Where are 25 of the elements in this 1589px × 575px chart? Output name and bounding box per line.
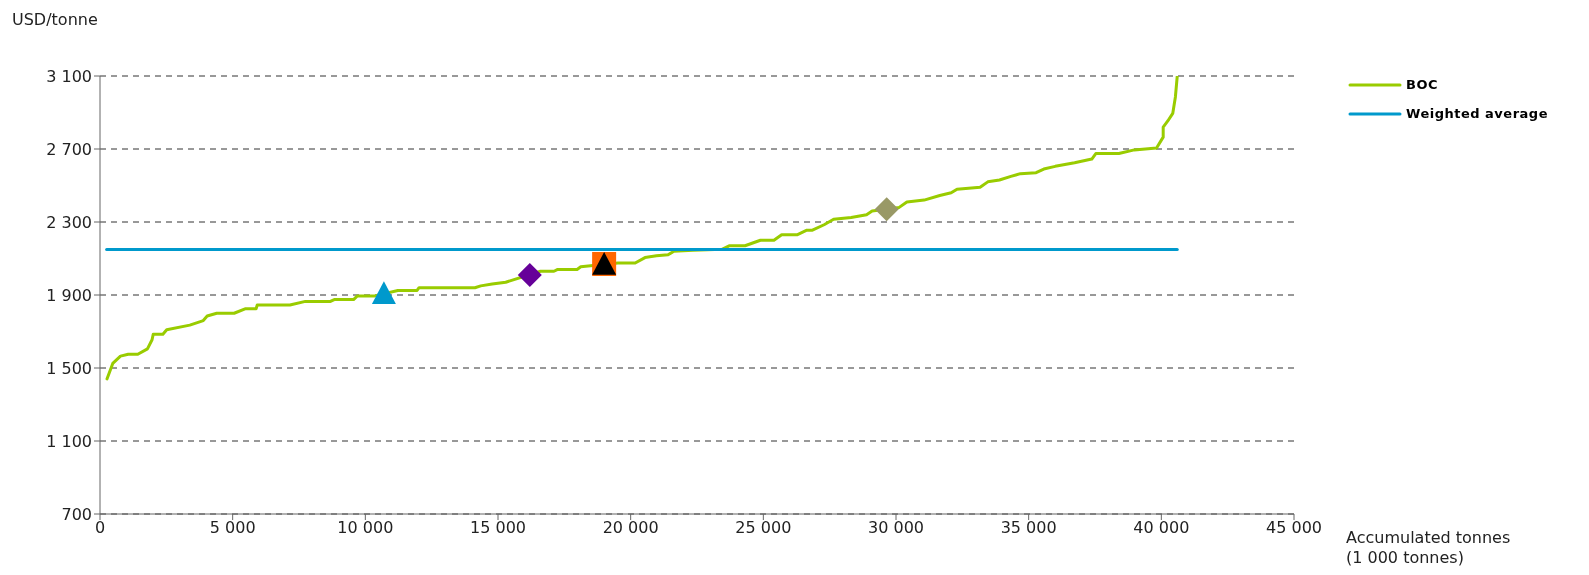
- y-tick-label: 700: [61, 504, 92, 524]
- line-series: [105, 76, 1179, 381]
- x-tick-label: 25 000: [735, 518, 792, 538]
- point: [517, 262, 542, 287]
- x-tick-label: 45 000: [1266, 518, 1322, 538]
- y-tick-label: 1 500: [46, 358, 92, 378]
- y-tick-label: 1 100: [46, 431, 92, 451]
- x-tick-label: 10 000: [337, 518, 394, 538]
- x-tick-label: 0: [94, 518, 106, 538]
- y-tick-label: 2 300: [46, 212, 92, 232]
- x-tick-label: 15 000: [470, 518, 526, 538]
- x-tick-label: 40 000: [1133, 518, 1190, 538]
- point: [874, 197, 899, 222]
- y-tick-label: 2 700: [46, 139, 92, 159]
- y-axis-title: USD/tonne: [12, 10, 98, 29]
- x-tick-label: 5 000: [209, 518, 256, 538]
- y-tick-label: 3 100: [46, 66, 92, 86]
- x-tick-label: 20 000: [602, 518, 659, 538]
- x-axis-title: Accumulated tonnes (1 000 tonnes): [1346, 528, 1511, 568]
- point: [371, 281, 396, 304]
- y-tick-label: 1 900: [46, 285, 92, 305]
- x-tick-label: 35 000: [1000, 518, 1057, 538]
- x-tick-label: 30 000: [868, 518, 924, 538]
- legend-label: Weighted average: [1406, 106, 1548, 121]
- legend-label: BOC: [1406, 77, 1439, 92]
